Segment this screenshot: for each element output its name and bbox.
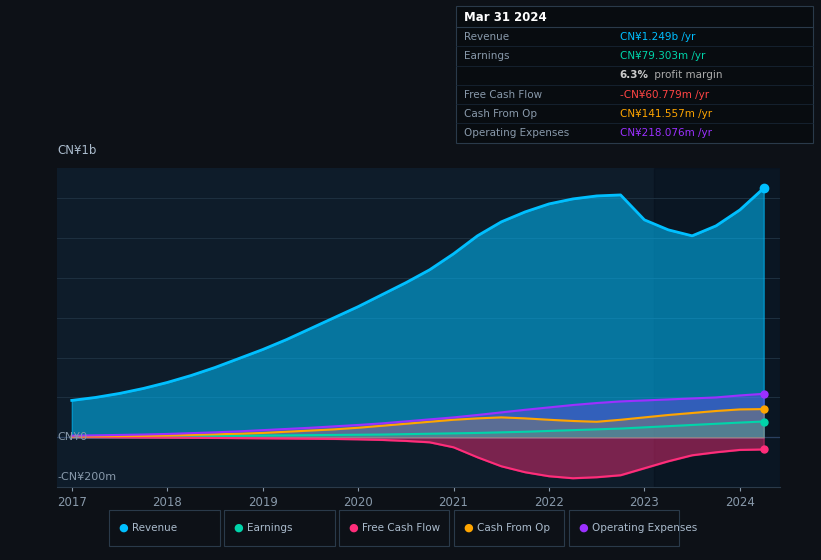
Text: ●: ● bbox=[463, 523, 473, 533]
Text: CN¥1.249b /yr: CN¥1.249b /yr bbox=[620, 31, 695, 41]
Text: Free Cash Flow: Free Cash Flow bbox=[464, 90, 542, 100]
Text: ●: ● bbox=[579, 523, 588, 533]
Text: Operating Expenses: Operating Expenses bbox=[591, 523, 697, 533]
Text: profit margin: profit margin bbox=[651, 70, 722, 80]
Text: Free Cash Flow: Free Cash Flow bbox=[362, 523, 440, 533]
Text: Revenue: Revenue bbox=[131, 523, 177, 533]
Text: Earnings: Earnings bbox=[464, 51, 509, 61]
Text: ●: ● bbox=[233, 523, 243, 533]
Text: Earnings: Earnings bbox=[246, 523, 292, 533]
Text: Operating Expenses: Operating Expenses bbox=[464, 128, 569, 138]
Text: CN¥79.303m /yr: CN¥79.303m /yr bbox=[620, 51, 705, 61]
Text: 6.3%: 6.3% bbox=[620, 70, 649, 80]
Text: ●: ● bbox=[118, 523, 128, 533]
Text: Cash From Op: Cash From Op bbox=[464, 109, 537, 119]
Text: Mar 31 2024: Mar 31 2024 bbox=[464, 11, 547, 24]
Text: CN¥218.076m /yr: CN¥218.076m /yr bbox=[620, 128, 712, 138]
Text: -CN¥200m: -CN¥200m bbox=[57, 472, 117, 482]
Text: CN¥0: CN¥0 bbox=[57, 432, 88, 442]
Text: -CN¥60.779m /yr: -CN¥60.779m /yr bbox=[620, 90, 709, 100]
Text: CN¥141.557m /yr: CN¥141.557m /yr bbox=[620, 109, 712, 119]
Text: ●: ● bbox=[349, 523, 358, 533]
Bar bbox=[654, 168, 780, 487]
Text: CN¥1b: CN¥1b bbox=[57, 144, 97, 157]
Text: Cash From Op: Cash From Op bbox=[476, 523, 549, 533]
Text: Revenue: Revenue bbox=[464, 31, 509, 41]
